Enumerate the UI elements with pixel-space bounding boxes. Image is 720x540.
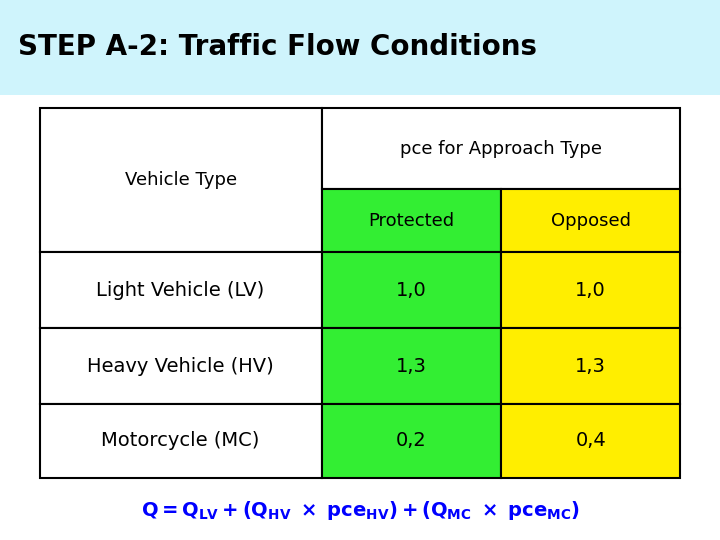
FancyBboxPatch shape	[322, 108, 680, 190]
FancyBboxPatch shape	[40, 404, 322, 478]
FancyBboxPatch shape	[501, 404, 680, 478]
FancyBboxPatch shape	[0, 0, 720, 94]
FancyBboxPatch shape	[40, 108, 322, 252]
Text: 0,2: 0,2	[396, 431, 427, 450]
Text: Motorcycle (MC): Motorcycle (MC)	[102, 431, 260, 450]
Text: Opposed: Opposed	[551, 212, 631, 230]
FancyBboxPatch shape	[322, 252, 501, 328]
Text: pce for Approach Type: pce for Approach Type	[400, 140, 602, 158]
Text: 0,4: 0,4	[575, 431, 606, 450]
Text: $\mathbf{Q = Q_{LV} + (Q_{HV}\ \times\ pce_{HV}) + (Q_{MC}\ \times\ pce_{MC})}$: $\mathbf{Q = Q_{LV} + (Q_{HV}\ \times\ p…	[140, 499, 580, 522]
Text: 1,0: 1,0	[396, 281, 427, 300]
FancyBboxPatch shape	[322, 190, 501, 252]
Text: Heavy Vehicle (HV): Heavy Vehicle (HV)	[87, 356, 274, 375]
FancyBboxPatch shape	[501, 328, 680, 404]
Text: Light Vehicle (LV): Light Vehicle (LV)	[96, 281, 265, 300]
FancyBboxPatch shape	[322, 404, 501, 478]
Text: 1,3: 1,3	[396, 356, 427, 375]
FancyBboxPatch shape	[322, 328, 501, 404]
Text: Vehicle Type: Vehicle Type	[125, 171, 237, 189]
Text: 1,0: 1,0	[575, 281, 606, 300]
FancyBboxPatch shape	[501, 252, 680, 328]
FancyBboxPatch shape	[40, 328, 322, 404]
Text: STEP A-2: Traffic Flow Conditions: STEP A-2: Traffic Flow Conditions	[18, 33, 537, 61]
FancyBboxPatch shape	[501, 190, 680, 252]
Text: Protected: Protected	[368, 212, 454, 230]
FancyBboxPatch shape	[40, 252, 322, 328]
Text: 1,3: 1,3	[575, 356, 606, 375]
